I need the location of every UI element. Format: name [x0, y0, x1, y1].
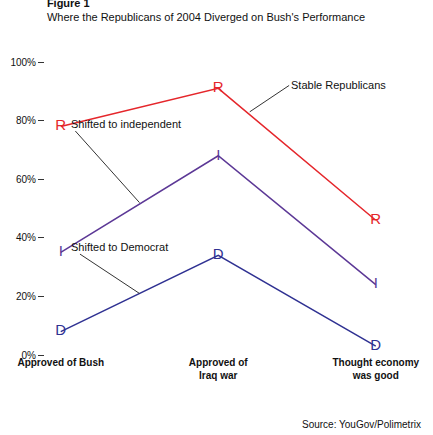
svg-text:Stable Republicans: Stable Republicans [291, 79, 386, 91]
svg-text:D: D [55, 321, 66, 338]
svg-text:20%: 20% [16, 291, 36, 302]
svg-text:Shifted to Democrat: Shifted to Democrat [71, 241, 168, 253]
svg-text:Source: YouGov/Polimetrix: Source: YouGov/Polimetrix [302, 419, 421, 430]
svg-text:I: I [374, 274, 378, 291]
svg-text:Figure 1Where the Republicans: Figure 1Where the Republicans of 2004 Di… [47, 0, 365, 23]
svg-text:R: R [213, 78, 224, 95]
svg-text:0%: 0% [22, 350, 37, 361]
svg-text:D: D [213, 245, 224, 262]
svg-text:Approved of Bush: Approved of Bush [17, 357, 104, 368]
svg-text:R: R [55, 116, 66, 133]
svg-text:Shifted to independent: Shifted to independent [71, 118, 181, 130]
svg-text:I: I [216, 146, 220, 163]
svg-text:40%: 40% [16, 232, 36, 243]
svg-text:Approved ofIraq war: Approved ofIraq war [189, 357, 249, 381]
svg-text:60%: 60% [16, 174, 36, 185]
svg-text:I: I [59, 242, 63, 259]
svg-text:100%: 100% [10, 57, 36, 68]
svg-text:D: D [370, 336, 381, 353]
svg-text:R: R [370, 210, 381, 227]
svg-text:Thought economywas good: Thought economywas good [332, 357, 419, 381]
svg-text:80%: 80% [16, 115, 36, 126]
